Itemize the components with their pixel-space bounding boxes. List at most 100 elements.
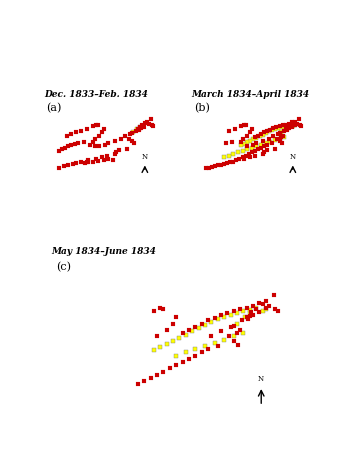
Point [285, 125, 290, 133]
Point [277, 130, 282, 137]
Point [221, 336, 227, 343]
Point [289, 118, 295, 126]
Point [240, 147, 245, 155]
Point [173, 352, 179, 360]
Point [277, 135, 282, 142]
Point [186, 326, 192, 334]
Point [263, 129, 268, 137]
Point [186, 355, 192, 362]
Point [221, 314, 227, 321]
Point [257, 299, 262, 306]
Point [212, 314, 217, 322]
Point [183, 331, 189, 338]
Point [264, 127, 270, 135]
Point [149, 122, 154, 129]
Point [90, 158, 96, 165]
Point [209, 163, 215, 171]
Point [101, 156, 107, 164]
Point [231, 150, 236, 158]
Point [173, 361, 179, 369]
Point [253, 305, 259, 313]
Point [231, 322, 237, 329]
Point [193, 323, 198, 331]
Point [135, 380, 141, 388]
Point [274, 124, 279, 131]
Point [237, 155, 242, 162]
Point [64, 132, 70, 139]
Point [170, 320, 176, 327]
Point [209, 318, 214, 325]
Point [281, 127, 286, 135]
Point [289, 123, 295, 131]
Point [226, 152, 231, 159]
Point [274, 135, 280, 142]
Point [278, 133, 284, 141]
Point [244, 142, 250, 150]
Point [72, 140, 77, 148]
Point [205, 345, 211, 353]
Point [231, 337, 237, 345]
Point [250, 302, 256, 310]
Point [246, 315, 251, 323]
Point [143, 119, 148, 127]
Point [226, 332, 231, 340]
Point [60, 145, 65, 153]
Point [173, 314, 179, 321]
Point [134, 125, 140, 133]
Point [131, 139, 136, 146]
Point [257, 308, 262, 316]
Point [193, 352, 198, 360]
Point [261, 129, 267, 136]
Point [99, 129, 105, 136]
Point [292, 121, 298, 129]
Point [246, 150, 252, 158]
Point [223, 139, 229, 147]
Point [129, 130, 134, 137]
Point [205, 317, 211, 324]
Point [183, 349, 189, 356]
Point [86, 159, 91, 166]
Point [75, 139, 80, 147]
Point [244, 145, 250, 153]
Point [234, 310, 240, 317]
Text: (b): (b) [194, 103, 210, 113]
Point [164, 326, 169, 334]
Point [106, 139, 111, 146]
Point [297, 122, 302, 129]
Point [249, 144, 254, 152]
Point [231, 158, 236, 165]
Point [189, 328, 195, 335]
Point [298, 123, 304, 130]
Point [137, 123, 143, 131]
Point [260, 131, 265, 138]
Text: (c): (c) [57, 261, 72, 272]
Point [260, 307, 265, 314]
Point [112, 137, 118, 144]
Point [95, 157, 100, 164]
Point [78, 159, 84, 166]
Point [95, 122, 100, 129]
Point [251, 141, 256, 149]
Point [140, 122, 145, 129]
Point [240, 135, 245, 142]
Point [261, 142, 267, 150]
Point [215, 315, 220, 323]
Point [263, 304, 268, 312]
Point [285, 123, 290, 131]
Point [263, 305, 268, 313]
Point [255, 145, 261, 153]
Point [272, 125, 278, 133]
Point [271, 133, 276, 140]
Point [118, 135, 124, 142]
Point [148, 115, 154, 123]
Point [247, 153, 253, 161]
Point [254, 139, 259, 146]
Point [136, 125, 142, 133]
Point [269, 126, 275, 134]
Point [127, 131, 133, 138]
Point [73, 160, 79, 167]
Point [161, 368, 166, 375]
Point [136, 126, 141, 134]
Point [218, 312, 224, 319]
Point [212, 339, 217, 347]
